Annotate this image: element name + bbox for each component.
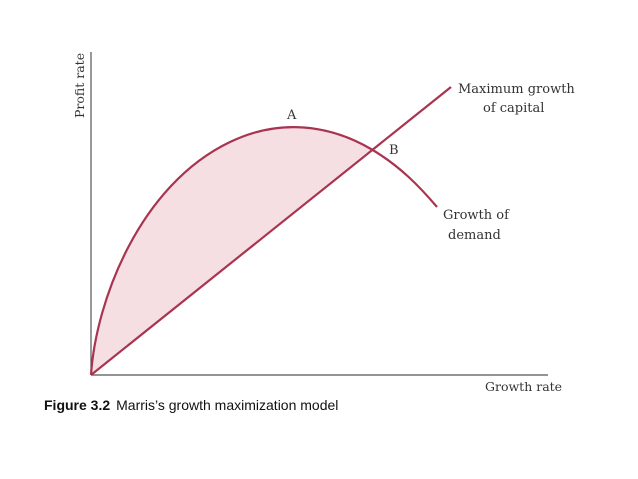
feasible-region-shading [91,127,371,375]
capital-label-line1: Maximum growth [458,82,575,97]
point-a-label: A [286,108,297,123]
capital-label-line2: of capital [483,101,544,116]
figure-caption-text: Marris’s growth maximization model [116,397,339,413]
figure-caption: Figure 3.2 Marris’s growth maximization m… [44,397,338,413]
figure-number: Figure 3.2 [44,397,111,413]
point-b-label: B [389,143,399,158]
demand-label-line1: Growth of [443,208,510,223]
maximum-growth-of-capital-line [90,86,452,376]
demand-label-line2: demand [448,228,501,243]
growth-of-demand-curve [89,126,438,376]
x-axis-label: Growth rate [485,379,562,394]
y-axis-label: Profit rate [72,53,87,118]
